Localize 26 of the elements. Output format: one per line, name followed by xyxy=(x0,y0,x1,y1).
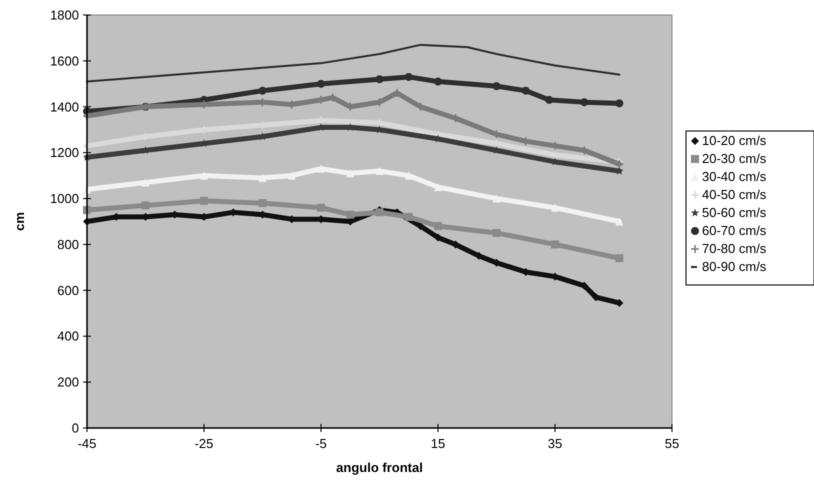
y-tick-label: 600 xyxy=(57,282,79,298)
y-tick-label: 0 xyxy=(72,420,79,436)
y-tick-label: 1200 xyxy=(50,145,79,160)
y-tick-label: 1400 xyxy=(50,99,79,114)
y-tick-label: 1000 xyxy=(50,191,79,206)
y-tick-label: 200 xyxy=(57,374,79,390)
x-tick-label: -25 xyxy=(194,436,214,451)
x-tick-label: 55 xyxy=(664,436,680,451)
legend-label: 80-90 cm/s xyxy=(702,259,767,274)
x-tick-label: 15 xyxy=(430,436,446,451)
x-tick-label: -5 xyxy=(315,436,327,451)
legend-label: 20-30 cm/s xyxy=(702,151,767,166)
x-tick-label: -45 xyxy=(78,436,96,451)
x-axis-title: angulo frontal xyxy=(336,460,423,475)
y-tick-label: 400 xyxy=(57,328,79,344)
y-tick-label: 1600 xyxy=(50,53,79,68)
legend-label: 10-20 cm/s xyxy=(702,133,767,148)
legend-label: 40-50 cm/s xyxy=(702,187,767,202)
y-tick-label: 800 xyxy=(57,236,79,252)
x-tick-label: 35 xyxy=(548,436,562,451)
y-axis-title: cm xyxy=(12,212,27,231)
y-tick-label: 1800 xyxy=(50,8,79,22)
legend-label: 30-40 cm/s xyxy=(702,169,767,184)
legend-label: 70-80 cm/s xyxy=(702,241,767,256)
legend-label: 50-60 cm/s xyxy=(702,205,767,220)
legend-label: 60-70 cm/s xyxy=(702,223,767,238)
